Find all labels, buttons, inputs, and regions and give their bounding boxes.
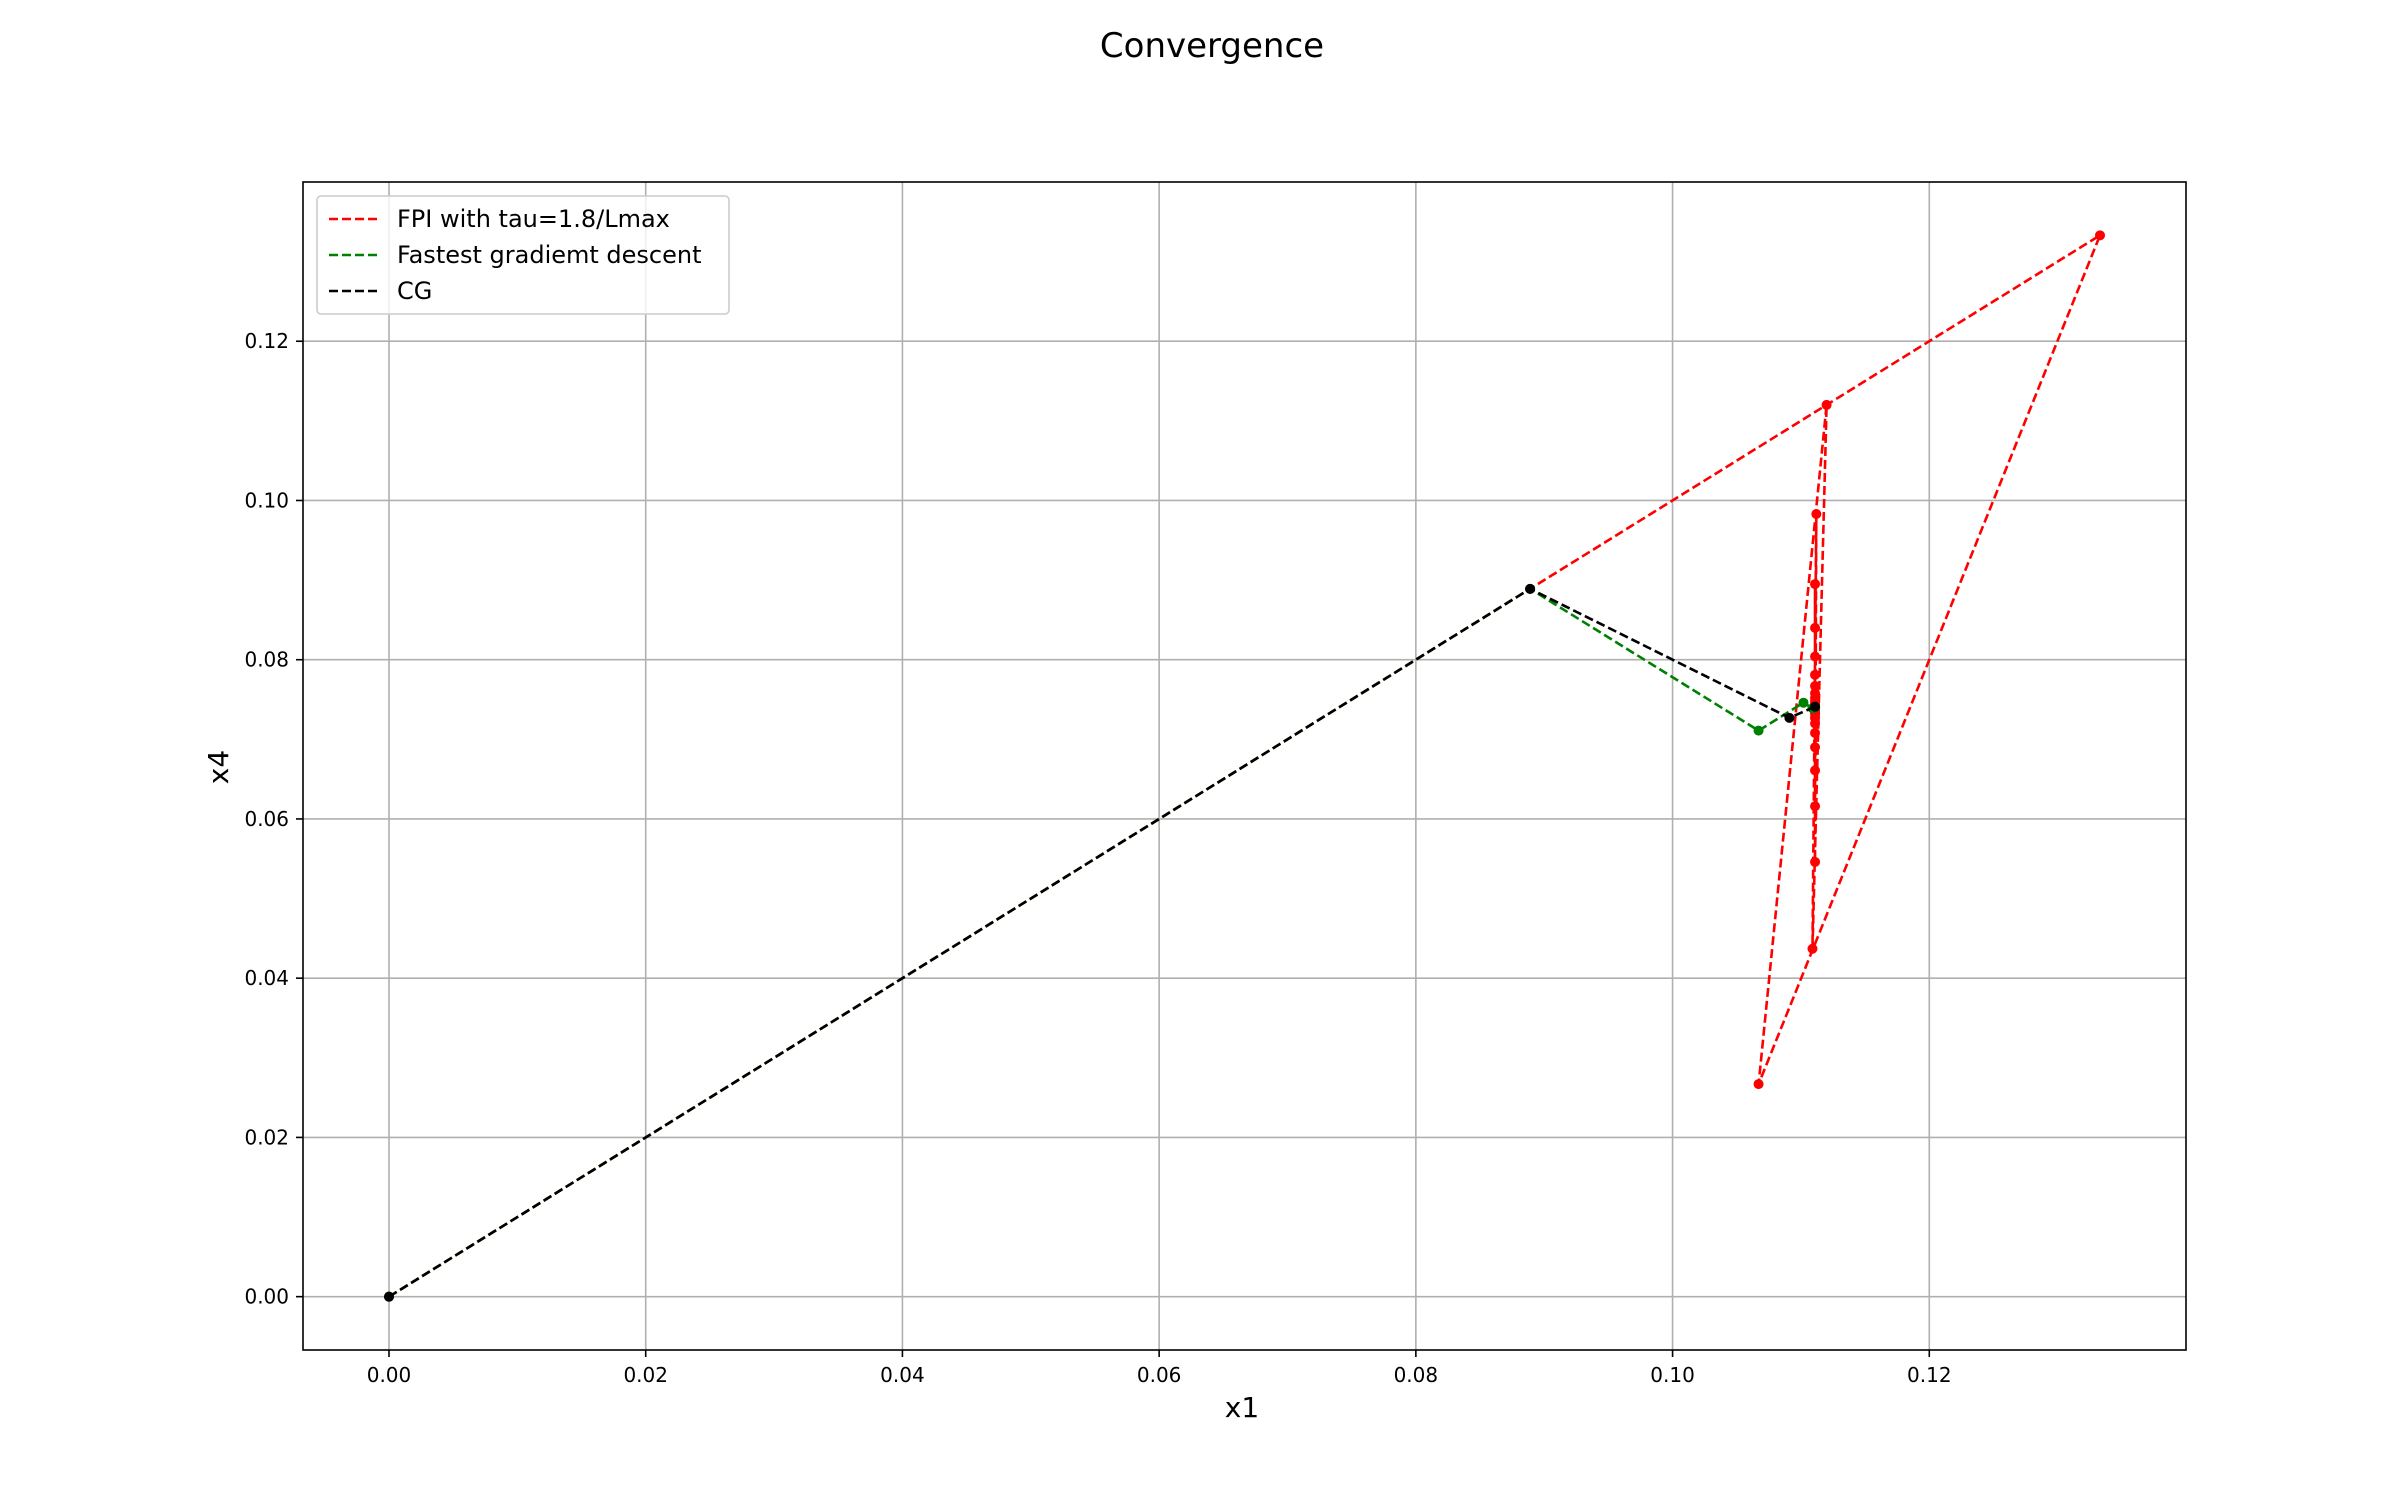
data-point (383, 1291, 394, 1302)
data-point (1810, 727, 1821, 738)
plot-frame (302, 181, 2187, 1351)
y-tick-label: 0.02 (244, 1125, 289, 1149)
x-axis-label: x1 (1225, 1391, 1259, 1424)
series-layer (383, 230, 2106, 1302)
x-tick-label: 0.04 (880, 1363, 925, 1387)
axis-ticks: 0.00 0.02 0.04 0.06 0.08 0.10 0.12 0.00 0.02 0.04… (244, 329, 1951, 1387)
data-point (1821, 399, 1832, 410)
y-tick-label: 0.06 (244, 807, 289, 831)
data-point (1807, 943, 1818, 954)
series-line (388, 587, 1817, 1298)
y-tick-label: 0.10 (244, 488, 289, 512)
y-tick-label: 0.04 (244, 966, 289, 990)
data-point (1810, 622, 1821, 633)
series-line (388, 587, 1816, 1298)
data-point (1810, 579, 1821, 590)
x-tick-label: 0.00 (367, 1363, 412, 1387)
grid-lines (303, 182, 2186, 1350)
x-tick-label: 0.12 (1907, 1363, 1952, 1387)
x-tick-label: 0.02 (623, 1363, 668, 1387)
x-tick-label: 0.06 (1137, 1363, 1182, 1387)
data-point (1810, 801, 1821, 812)
data-point (1810, 701, 1821, 712)
y-axis-label: x4 (202, 750, 235, 784)
data-point (1810, 856, 1821, 867)
data-point (2095, 230, 2106, 241)
data-point (1525, 583, 1536, 594)
series-2 (383, 583, 1821, 1302)
y-tick-label: 0.12 (244, 329, 289, 353)
legend-label: CG (397, 277, 432, 305)
legend: FPI with tau=1.8/Lmax Fastest gradiemt de… (316, 195, 730, 315)
y-tick-label: 0.08 (244, 648, 289, 672)
data-point (1810, 651, 1821, 662)
data-point (1811, 509, 1822, 520)
x-tick-label: 0.10 (1650, 1363, 1695, 1387)
data-point (1753, 1079, 1764, 1090)
legend-label: Fastest gradiemt descent (397, 241, 702, 269)
series-3 (383, 583, 1821, 1302)
data-point (1810, 680, 1821, 691)
data-point (1810, 742, 1821, 753)
legend-box (316, 195, 730, 315)
legend-label: FPI with tau=1.8/Lmax (397, 205, 670, 233)
data-point (1810, 765, 1821, 776)
x-tick-label: 0.08 (1394, 1363, 1439, 1387)
chart-title: Convergence (1100, 26, 1324, 66)
data-point (1798, 697, 1809, 708)
y-tick-label: 0.00 (244, 1285, 289, 1309)
data-point (1753, 725, 1764, 736)
data-point (1784, 712, 1795, 723)
data-point (1810, 669, 1821, 680)
